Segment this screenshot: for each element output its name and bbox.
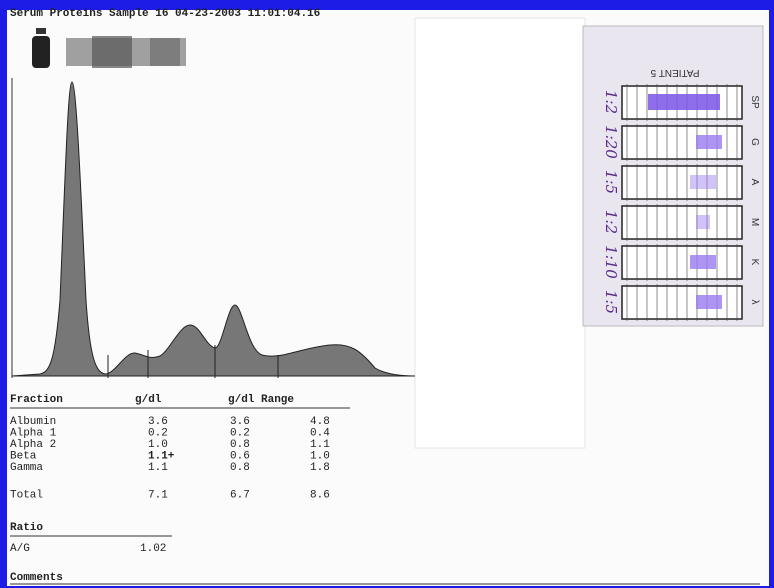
- lane-box: [621, 285, 743, 320]
- fraction-name: Total: [10, 490, 43, 502]
- band: [690, 255, 716, 269]
- cell-value: 6.7: [230, 490, 250, 502]
- lane-label: G: [749, 138, 760, 146]
- ratio-name: A/G: [10, 543, 30, 555]
- lane-box: [621, 165, 743, 200]
- cell-value: 0.8: [230, 462, 250, 474]
- gel-strip: [32, 28, 186, 68]
- lane-label: λ: [749, 300, 760, 305]
- cell-value: 1.1+: [148, 451, 175, 463]
- cell-value: 1.0: [310, 451, 330, 463]
- cell-value: 0.2: [230, 428, 250, 440]
- lane-label: SP: [749, 95, 760, 109]
- lane-box: [621, 205, 743, 240]
- cell-value: 8.6: [310, 490, 330, 502]
- lane-label: A: [749, 179, 760, 186]
- dilution-note: 1:2: [602, 90, 620, 114]
- cell-value: 0.8: [230, 439, 250, 451]
- band: [696, 135, 722, 149]
- dilution-note: 1:5: [602, 290, 620, 314]
- lane-box: [621, 245, 743, 280]
- lane-box: [621, 125, 743, 160]
- ratio-value: 1.02: [140, 543, 166, 555]
- column-header: g/dl Range: [228, 394, 294, 406]
- patient-label: PATIENT 5: [650, 67, 699, 78]
- band: [690, 175, 716, 189]
- cell-value: 3.6: [230, 416, 250, 428]
- dilution-note: 1:20: [602, 125, 620, 159]
- cell-value: 1.1: [148, 462, 168, 474]
- cell-value: 7.1: [148, 490, 168, 502]
- fraction-name: Albumin: [10, 416, 56, 428]
- column-header: Fraction: [10, 394, 63, 406]
- dilution-note: 1:2: [602, 210, 620, 234]
- lane-label: M: [749, 218, 760, 226]
- cell-value: 1.0: [148, 439, 168, 451]
- column-header: g/dl: [135, 394, 162, 406]
- report-header: Serum Proteins Sample 16 04-23-2003 11:0…: [10, 8, 320, 20]
- band: [696, 215, 710, 229]
- table-rows: Albumin 3.6 3.6 4.8 Alpha 1 0.2 0.2 0.4 Alpha 2 1…: [10, 416, 330, 502]
- lane-label: K: [749, 259, 760, 266]
- cell-value: 1.1: [310, 439, 330, 451]
- results-table: Fraction g/dl g/dl Range Albumin 3.6 3.6 4.…: [10, 394, 760, 585]
- cell-value: 4.8: [310, 416, 330, 428]
- band: [648, 94, 720, 110]
- section-label: Ratio: [10, 522, 43, 534]
- ife-card: PATIENT 5 SP 1:2 G 1:20 A 1:5 M 1:2 K 1:10 λ 1:5: [582, 25, 764, 327]
- fraction-name: Alpha 2: [10, 439, 56, 451]
- band: [696, 295, 722, 309]
- fraction-name: Gamma: [10, 462, 43, 474]
- cell-value: 0.4: [310, 428, 330, 440]
- lanes: SP 1:2 G 1:20 A 1:5 M 1:2 K 1:10 λ 1:5: [602, 84, 760, 321]
- section-label: Comments: [10, 572, 63, 584]
- cell-value: 1.8: [310, 462, 330, 474]
- dilution-note: 1:5: [602, 170, 620, 194]
- dilution-note: 1:10: [602, 245, 620, 279]
- fraction-name: Beta: [10, 451, 37, 463]
- cell-value: 0.2: [148, 428, 168, 440]
- paper-patch: [414, 17, 586, 449]
- densitometry-trace: [11, 78, 416, 378]
- fraction-name: Alpha 1: [10, 428, 57, 440]
- cell-value: 0.6: [230, 451, 250, 463]
- cell-value: 3.6: [148, 416, 168, 428]
